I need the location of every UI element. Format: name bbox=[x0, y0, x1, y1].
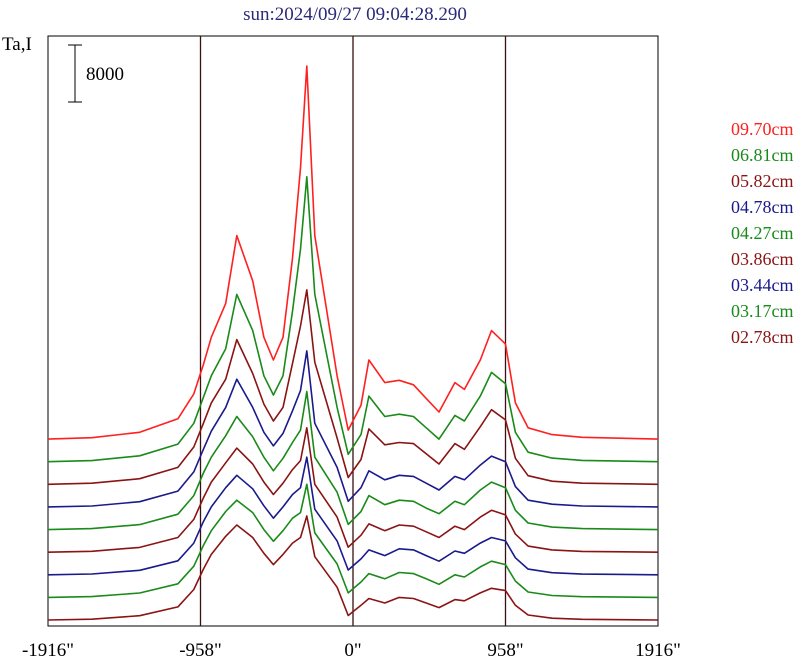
series-lines bbox=[47, 65, 659, 621]
series-line-4 bbox=[47, 390, 659, 531]
series-line-6 bbox=[47, 456, 659, 576]
legend-item-2: 05.82cm bbox=[731, 171, 794, 191]
x-tick-labels: -1916" -958" 0" 958" 1916" bbox=[22, 640, 681, 661]
legend-item-0: 09.70cm bbox=[731, 119, 794, 139]
x-tick-label-2: 0" bbox=[344, 640, 361, 661]
x-tick-label-4: 1916" bbox=[635, 640, 681, 661]
legend-item-4: 04.27cm bbox=[731, 223, 794, 243]
series-line-5 bbox=[47, 426, 659, 553]
scale-bar-label: 8000 bbox=[86, 64, 124, 85]
series-line-8 bbox=[47, 515, 659, 621]
legend: 09.70cm 06.81cm 05.82cm 04.78cm 04.27cm 03.86… bbox=[731, 119, 794, 347]
x-tick-label-1: -958" bbox=[179, 640, 222, 661]
legend-item-3: 04.78cm bbox=[731, 197, 794, 217]
series-line-0 bbox=[47, 65, 659, 440]
y-axis-label: Ta,I bbox=[2, 34, 32, 55]
vertical-reference-lines bbox=[199, 36, 507, 626]
legend-item-1: 06.81cm bbox=[731, 145, 794, 165]
series-line-3 bbox=[47, 350, 659, 508]
legend-item-7: 03.17cm bbox=[731, 301, 794, 321]
legend-item-5: 03.86cm bbox=[731, 249, 794, 269]
legend-item-8: 02.78cm bbox=[731, 327, 794, 347]
series-line-2 bbox=[47, 289, 659, 486]
legend-item-6: 03.44cm bbox=[731, 275, 794, 295]
x-tick-label-0: -1916" bbox=[22, 640, 74, 661]
series-line-1 bbox=[47, 176, 659, 463]
series-line-7 bbox=[47, 483, 659, 599]
scale-bar: 8000 bbox=[68, 44, 124, 103]
chart-title: sun:2024/09/27 09:04:28.290 bbox=[243, 4, 467, 25]
x-tick-label-3: 958" bbox=[487, 640, 523, 661]
